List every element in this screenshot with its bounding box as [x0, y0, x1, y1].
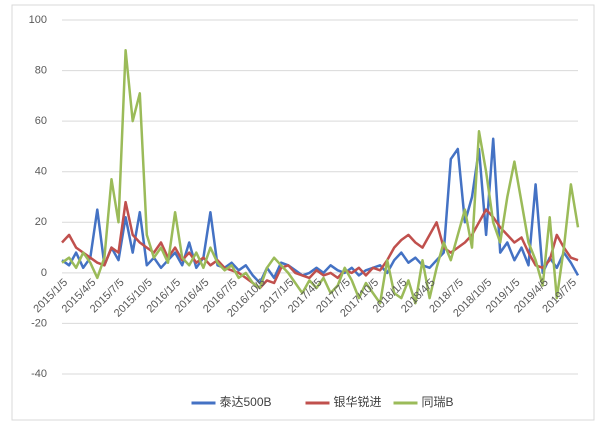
y-tick-label: -20	[31, 317, 47, 329]
legend-label: 同瑞B	[422, 395, 454, 409]
y-tick-label: 20	[35, 216, 47, 228]
chart-frame	[11, 4, 595, 421]
y-tick-label: 0	[41, 267, 47, 279]
legend-label: 泰达500B	[220, 395, 272, 409]
y-tick-label: 100	[29, 14, 47, 26]
legend-label: 银华锐进	[334, 395, 382, 409]
data-line	[61, 49, 580, 305]
data-line	[61, 137, 580, 285]
y-tick-label: 80	[35, 64, 47, 76]
y-tick-label: 60	[35, 115, 47, 127]
y-tick-label: 40	[35, 166, 47, 178]
y-tick-label: -40	[31, 368, 47, 380]
